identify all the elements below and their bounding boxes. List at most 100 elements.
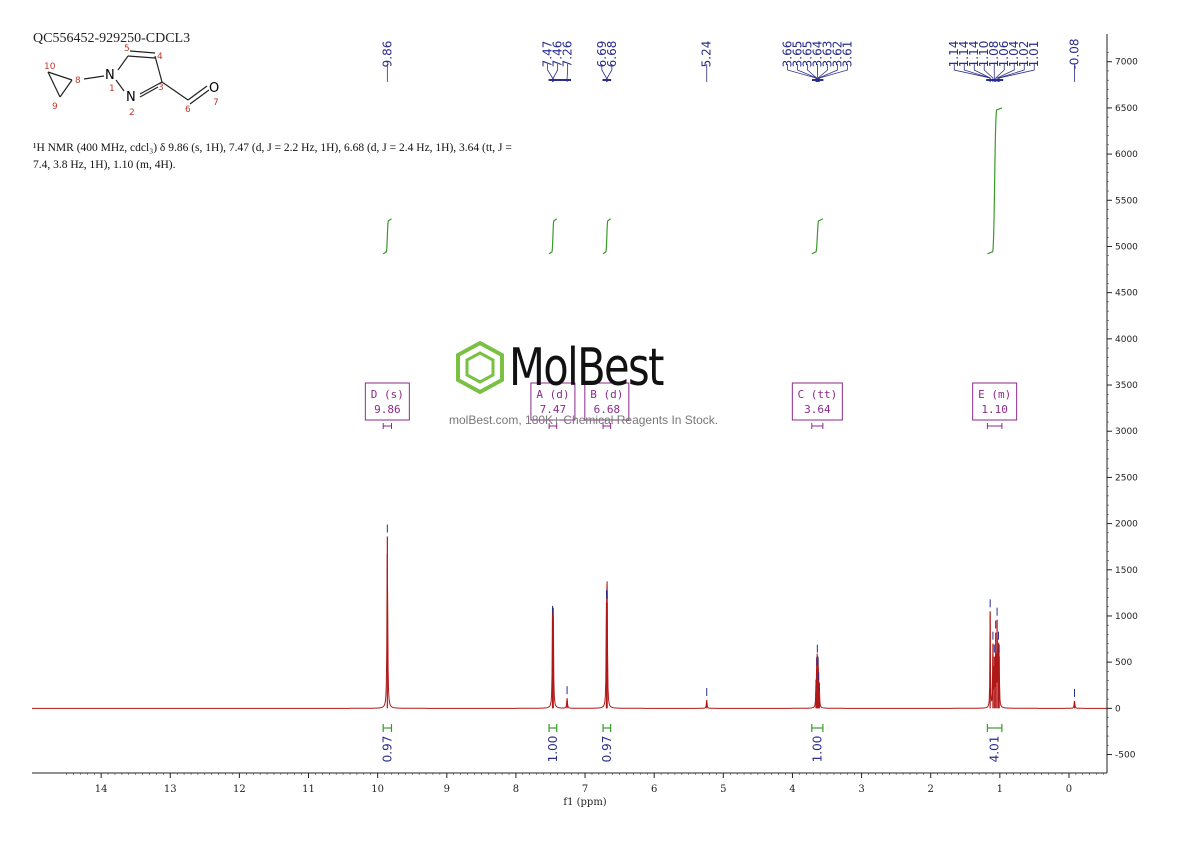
y-tick-label-2000: 2000 (1115, 520, 1138, 530)
atom-number-8: 8 (75, 76, 81, 86)
atom-number-5: 5 (124, 44, 130, 54)
integral-value-1: 1.00 (546, 736, 560, 763)
integral-curve-3 (811, 218, 824, 255)
atom-number-10: 10 (44, 62, 56, 72)
integral-value-0: 0.97 (380, 736, 394, 763)
nmr-summary-line-2: 7.4, 3.8 Hz, 1H), 1.10 (m, 4H). (33, 159, 176, 171)
peak-label: 1.02 (1017, 41, 1031, 68)
atom-number-1: 1 (109, 84, 115, 94)
atom-number-7: 7 (213, 98, 219, 108)
molbest-brand-logo: MolBest (509, 338, 664, 398)
sample-id-title: QC556452-929250-CDCL3 (33, 31, 191, 46)
multiplet-id-0: D (s) (371, 388, 404, 401)
multiplet-shift-0: 9.86 (374, 403, 401, 416)
x-axis-label: f1 (ppm) (563, 797, 606, 808)
x-tick-label-12: 12 (233, 784, 246, 795)
peak-label: 3.66 (781, 41, 795, 68)
peak-label: -0.08 (1068, 38, 1082, 69)
integral-curve-1 (548, 218, 558, 255)
integral-value-4: 4.01 (988, 736, 1002, 763)
atom-number-2: 2 (129, 108, 135, 118)
multiplet-id-1: A (d) (536, 388, 569, 401)
x-tick-label-8: 8 (513, 784, 519, 795)
y-tick-label-1500: 1500 (1115, 566, 1138, 576)
spectrum-trace (32, 524, 1107, 709)
peak-label: 6.68 (605, 41, 619, 68)
multiplet-shift-3: 3.64 (804, 403, 831, 416)
x-tick-label-7: 7 (582, 784, 588, 795)
y-tick-label-0: 0 (1115, 704, 1121, 714)
x-tick-label-10: 10 (371, 784, 384, 795)
peak-label: 1.14 (957, 41, 971, 68)
peak-label: 3.64 (811, 41, 825, 68)
multiplet-id-2: B (d) (590, 388, 623, 401)
x-tick-label-5: 5 (720, 784, 726, 795)
peak-label: 3.61 (841, 41, 855, 68)
peak-label: 1.14 (967, 41, 981, 68)
y-tick-label-1000: 1000 (1115, 612, 1138, 622)
x-tick-label-0: 0 (1066, 784, 1072, 795)
multiplet-box-1 (530, 382, 576, 421)
molbest-hexagon-logo-icon (456, 340, 504, 395)
y-tick-label-6500: 6500 (1115, 104, 1138, 114)
integral-value-3: 1.00 (810, 736, 824, 763)
peak-label: 1.08 (987, 41, 1001, 68)
y-tick-label-7000: 7000 (1115, 58, 1138, 68)
x-tick-label-1: 1 (997, 784, 1003, 795)
peak-label: 6.69 (595, 41, 609, 68)
peak-label: 9.86 (380, 41, 394, 68)
x-tick-label-3: 3 (858, 784, 864, 795)
atom-number-3: 3 (158, 83, 164, 93)
y-tick-label-5500: 5500 (1115, 196, 1138, 206)
integral-bars: 0.97 1.00 0.97 1.00 4.01 (380, 724, 1003, 763)
peak-labels: 9.86 7.477.467.26 6.696.68 5.24 3.663.653.65… (380, 38, 1082, 82)
molecule-structure: N N O 1 2 3 4 5 6 7 8 9 10 (44, 44, 219, 118)
x-tick-label-2: 2 (928, 784, 934, 795)
y-tick-label--500: -500 (1115, 751, 1136, 761)
multiplet-box-0 (364, 382, 410, 421)
spectrum-line (32, 554, 1107, 709)
x-tick-label-11: 11 (302, 784, 315, 795)
atom-number-4: 4 (157, 52, 163, 62)
atom-n2: N (126, 90, 136, 105)
multiplet-id-4: E (m) (978, 388, 1011, 401)
nmr-summary-line-1: ¹H NMR (400 MHz, cdcl₃) δ 9.86 (s, 1H), … (33, 142, 512, 154)
watermark-url-text: molBest.com, 180K+ Chemical Reagents In … (449, 413, 719, 427)
peak-label: 3.65 (801, 41, 815, 68)
x-tick-label-4: 4 (789, 784, 795, 795)
multiplet-box-2 (584, 382, 630, 421)
peak-label: 5.24 (700, 41, 714, 68)
multiplet-box-4 (972, 382, 1018, 421)
y-tick-label-3000: 3000 (1115, 427, 1138, 437)
atom-o: O (209, 81, 219, 96)
peak-label: 3.63 (821, 41, 835, 68)
atom-number-6: 6 (185, 105, 191, 115)
y-tick-label-5000: 5000 (1115, 242, 1138, 252)
peak-label: 1.10 (977, 41, 991, 68)
integral-curve-2 (602, 218, 611, 255)
atom-number-9: 9 (52, 102, 58, 112)
integral-curves (382, 107, 1003, 255)
multiplet-shift-4: 1.10 (981, 403, 1008, 416)
axes: 14 13 12 11 10 9 8 7 6 5 4 3 2 1 0f1 (ppm)-50005001000… (32, 34, 1138, 808)
integral-curve-0 (382, 218, 392, 255)
atom-n1: N (105, 68, 115, 83)
peak-label: 3.65 (791, 41, 805, 68)
x-tick-label-6: 6 (651, 784, 657, 795)
y-tick-label-4000: 4000 (1115, 335, 1138, 345)
peak-label: 1.14 (947, 41, 961, 68)
peak-label: 1.06 (997, 41, 1011, 68)
integral-value-2: 0.97 (600, 736, 614, 763)
nmr-summary: ¹H NMR (400 MHz, cdcl₃) δ 9.86 (s, 1H), … (33, 140, 623, 174)
x-tick-label-14: 14 (95, 784, 108, 795)
y-tick-label-4500: 4500 (1115, 289, 1138, 299)
y-tick-label-3500: 3500 (1115, 381, 1138, 391)
peak-label: 1.04 (1007, 41, 1021, 68)
peak-label: 7.46 (551, 41, 565, 68)
multiplet-shift-1: 7.47 (540, 403, 567, 416)
y-tick-label-500: 500 (1115, 658, 1132, 668)
y-tick-label-2500: 2500 (1115, 473, 1138, 483)
multiplet-shift-2: 6.68 (594, 403, 621, 416)
y-tick-label-6000: 6000 (1115, 150, 1138, 160)
